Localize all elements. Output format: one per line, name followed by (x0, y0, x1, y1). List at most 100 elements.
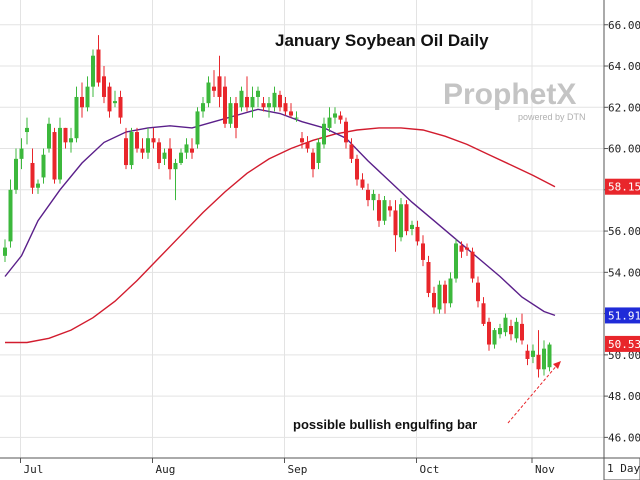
candle-down (443, 280, 447, 314)
candle-up (206, 76, 211, 108)
candle-up (267, 96, 271, 118)
candle-up (316, 138, 321, 170)
candle-body (173, 162, 178, 170)
candle-down (338, 111, 343, 124)
candle-up (85, 76, 90, 112)
y-tick-label: 66.00 (608, 19, 640, 32)
candle-down (470, 247, 475, 283)
candle-up (25, 117, 29, 145)
y-tick-label: 48.00 (608, 390, 640, 403)
candle-up (41, 148, 46, 184)
candle-body (366, 189, 370, 201)
candle-body (146, 138, 150, 153)
candle-up (250, 86, 255, 118)
y-tick-label: 56.00 (608, 225, 640, 238)
candle-down (223, 76, 227, 128)
candle-down (30, 148, 35, 194)
candle-up (146, 127, 150, 159)
candle-body (503, 317, 508, 333)
candle-down (366, 183, 370, 207)
candle-body (3, 247, 7, 256)
candle-up (531, 344, 535, 364)
candle-up (173, 158, 178, 201)
candle-down (140, 138, 145, 159)
candle-up (3, 239, 7, 263)
candle-down (124, 127, 128, 170)
y-tick-label: 64.00 (608, 60, 640, 73)
candle-body (388, 206, 392, 211)
candle-down (96, 35, 101, 87)
candle-body (19, 148, 24, 159)
candle-body (234, 103, 238, 128)
candle-body (327, 117, 332, 128)
candle-body (454, 243, 458, 279)
candle-up (333, 107, 337, 124)
annotation-arrow (507, 363, 559, 424)
candle-body (300, 138, 304, 143)
x-tick-label: Aug (156, 463, 176, 476)
candle-down (525, 344, 530, 366)
candle-up (322, 117, 326, 149)
badge-label: 51.91 (608, 309, 640, 322)
candle-body (58, 127, 62, 180)
candle-body (333, 113, 337, 118)
candle-body (250, 96, 255, 108)
candle-body (179, 152, 183, 163)
candle-down (283, 96, 288, 116)
candle-body (168, 148, 172, 170)
last-value-badge: 51.91 (605, 307, 640, 324)
candle-body (382, 200, 387, 221)
candle-body (349, 144, 354, 159)
candle-down (349, 138, 354, 163)
candle-down (487, 317, 491, 351)
candle-body (536, 354, 541, 370)
candle-body (223, 86, 227, 124)
y-tick-label: 60.00 (608, 143, 640, 156)
candle-up (129, 127, 134, 170)
candle-up (437, 280, 442, 314)
y-tick-label: 54.00 (608, 266, 640, 279)
candle-body (525, 350, 530, 359)
candle-down (536, 330, 541, 378)
candle-body (476, 282, 480, 302)
candle-body (25, 127, 29, 133)
candle-body (14, 158, 18, 190)
candle-body (85, 86, 90, 108)
candle-body (426, 262, 431, 293)
candle-body (487, 321, 491, 345)
candle-down (63, 127, 68, 149)
last-value-badges: 58.15 51.91 50.53 (605, 178, 640, 352)
y-axis-ticks: 46.0048.0050.0052.0054.0056.0058.0060.00… (604, 19, 640, 444)
candle-body (80, 96, 84, 108)
candle-down (377, 193, 381, 227)
candle-body (432, 292, 436, 308)
candle-up (514, 317, 519, 343)
candle-body (410, 224, 414, 229)
badge-bg (605, 335, 640, 352)
candle-body (228, 103, 233, 124)
badge-label: 58.15 (608, 181, 640, 194)
candle-body (355, 158, 359, 180)
candle-down (355, 154, 359, 186)
candle-down (311, 148, 315, 178)
x-axis-ticks: Jul Aug Sep Oct Nov (20, 458, 555, 476)
candle-body (316, 142, 321, 163)
candle-body (289, 111, 293, 116)
candle-body (404, 204, 409, 232)
ma-long-line (5, 127, 556, 344)
candle-up (113, 90, 117, 108)
x-tick-label: Jul (24, 463, 44, 476)
logo-sub: powered by DTN (518, 112, 586, 122)
candle-up (410, 220, 414, 236)
candle-up (74, 86, 79, 143)
candles-layer (3, 35, 552, 378)
candle-body (129, 132, 134, 166)
candle-body (157, 142, 161, 163)
candle-down (80, 82, 84, 118)
candle-down (212, 70, 216, 97)
x-tick-label: Oct (420, 463, 440, 476)
candle-body (261, 103, 266, 108)
candle-body (311, 152, 315, 170)
candle-up (542, 340, 546, 376)
candle-up (294, 111, 299, 122)
